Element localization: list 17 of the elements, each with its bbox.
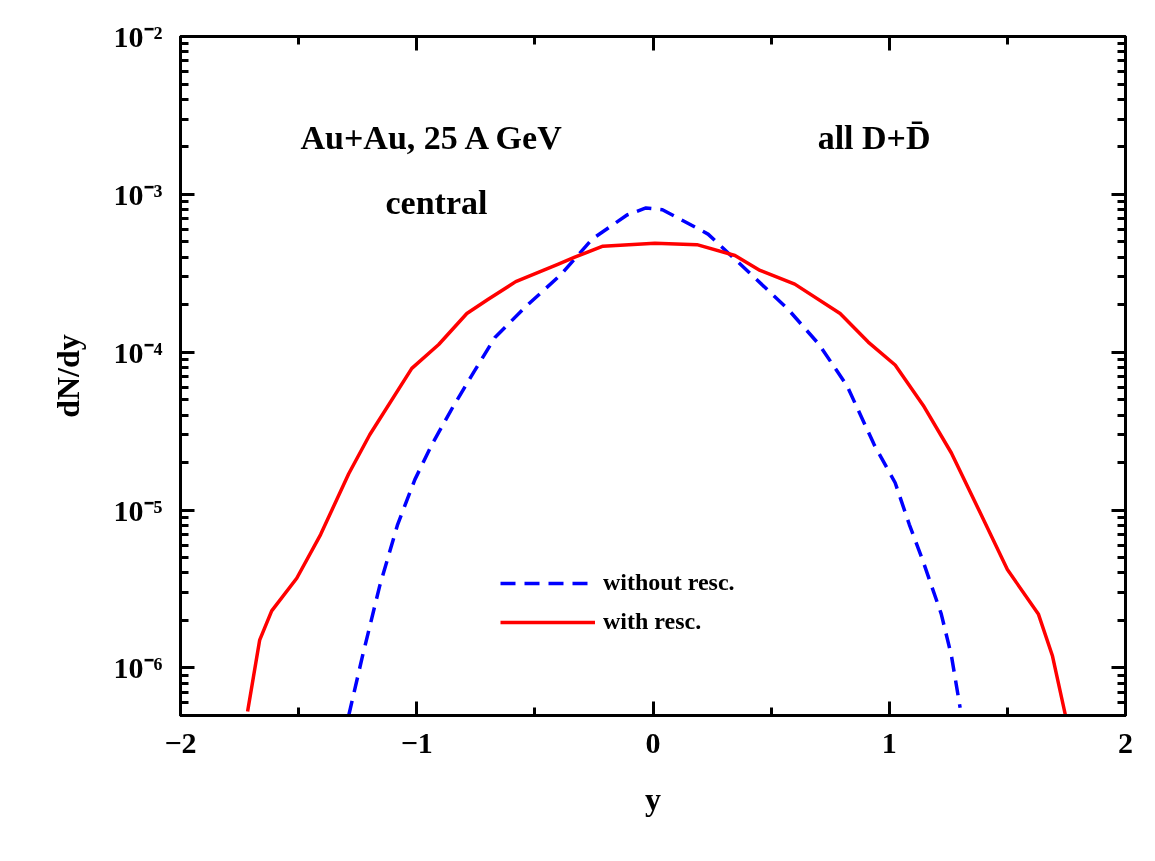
annotation: all D+D̄	[817, 118, 931, 156]
x-tick-label: −1	[400, 725, 433, 759]
legend-label: with resc.	[603, 608, 702, 635]
x-axis-title: y	[645, 780, 661, 817]
x-tick-label: 1	[881, 725, 897, 759]
x-tick-label: 0	[645, 725, 661, 759]
annotation: central	[385, 183, 488, 221]
annotation: Au+Au, 25 A GeV	[300, 118, 563, 156]
legend-label: without resc.	[603, 569, 735, 596]
y-axis-title: dN/dy	[49, 334, 86, 418]
y-tick-label: 10⁻²	[113, 20, 163, 53]
y-tick-label: 10⁻⁴	[113, 335, 163, 369]
x-tick-label: −2	[164, 725, 197, 759]
y-tick-label: 10⁻⁵	[113, 493, 163, 527]
x-tick-label: 2	[1118, 725, 1133, 759]
y-tick-label: 10⁻³	[113, 177, 163, 211]
y-tick-label: 10⁻⁶	[113, 651, 163, 685]
